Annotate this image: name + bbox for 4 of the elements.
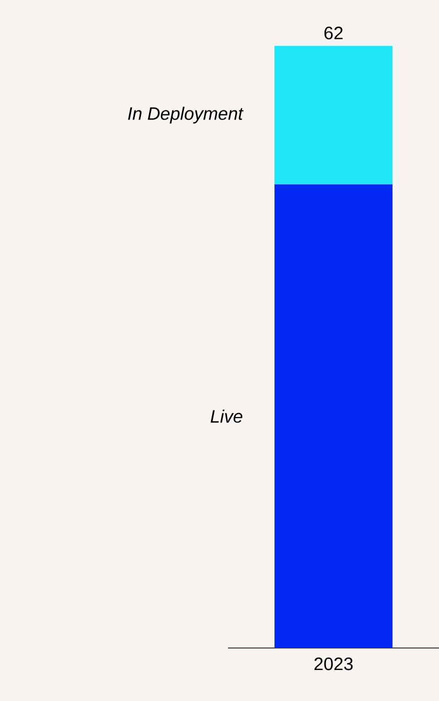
text: 62 (324, 26, 342, 40)
x-tick-label: 2023 (314, 658, 352, 670)
series-label: In Deployment (128, 106, 244, 124)
series-label: Live (210, 410, 242, 423)
